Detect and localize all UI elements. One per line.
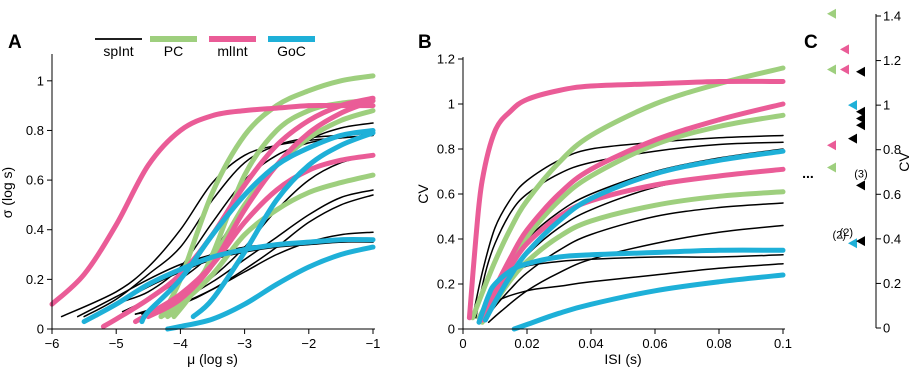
curve-pc xyxy=(470,65,786,321)
c-y-tick-label: 0 xyxy=(883,321,890,336)
y-axis-title: σ (log s) xyxy=(0,167,15,218)
y-tick-label: 1 xyxy=(37,73,44,88)
y-tick-label: 0 xyxy=(448,322,455,337)
marker-pc xyxy=(827,162,836,173)
x-axis-title: μ (log s) xyxy=(187,351,238,367)
legend-label-spint: spInt xyxy=(103,43,133,59)
curve-mlint xyxy=(133,152,376,325)
panel-a-axes: −6 −5 −4 −3 −2 −1 0 0.2 0.4 0.6 0.8 1 μ (log s) σ (lo… xyxy=(0,54,380,367)
x-tick-label: 0.04 xyxy=(578,336,603,351)
y-tick-label: 0.2 xyxy=(26,272,44,287)
legend-label-mlint: mlInt xyxy=(217,43,247,59)
c-y-tick-label: 1.4 xyxy=(883,9,901,24)
curve-goc xyxy=(139,128,376,325)
c-y-tick-label: 0.4 xyxy=(883,231,901,246)
curve-goc xyxy=(482,148,786,323)
x-tick-label: −1 xyxy=(366,336,381,351)
x-tick-label: −4 xyxy=(173,336,188,351)
marker-spint xyxy=(856,66,865,77)
x-tick-label: 0.06 xyxy=(642,336,667,351)
legend-label-pc: PC xyxy=(164,43,183,59)
marker-pc xyxy=(827,64,836,75)
marker-spint xyxy=(856,113,865,124)
marker-mlint xyxy=(840,64,849,75)
c-y-tick-label: 0.6 xyxy=(883,187,901,202)
x-tick-label: −3 xyxy=(237,336,252,351)
y-axis-title: CV xyxy=(415,184,431,204)
c-y-axis-title: CV xyxy=(896,152,912,172)
panel-letter-b: B xyxy=(418,32,432,53)
panel-c-axes: 0 0.2 0.4 0.6 0.8 1 1.2 1.4 CV... xyxy=(802,9,912,336)
curve-goc xyxy=(81,236,376,325)
x-tick-label: 0.1 xyxy=(774,336,792,351)
curve-goc xyxy=(511,272,786,332)
x-tick-label: 0.02 xyxy=(514,336,539,351)
marker-mlint xyxy=(840,44,849,55)
panel-letter-c: C xyxy=(804,32,818,53)
curve-mlint xyxy=(479,166,786,323)
curve-pc xyxy=(476,112,786,321)
curve-mlint xyxy=(466,78,786,321)
curve-spint xyxy=(484,202,784,321)
y-tick-label: 0.8 xyxy=(437,142,455,157)
c-y-tick-label: 0.8 xyxy=(883,142,901,157)
curve-spint xyxy=(487,224,784,324)
y-tick-label: 0.4 xyxy=(437,232,455,247)
x-tick-label: −5 xyxy=(109,336,124,351)
y-tick-label: 0 xyxy=(37,322,44,337)
panel-c-markers: (2) (3) (2) xyxy=(827,8,868,249)
y-tick-label: 0.6 xyxy=(26,173,44,188)
y-tick-label: 1 xyxy=(448,97,455,112)
x-tick-label: 0.08 xyxy=(706,336,731,351)
axis-break-mark: ... xyxy=(802,165,814,181)
panel-letter-a: A xyxy=(8,32,22,53)
marker-goc xyxy=(848,100,857,111)
x-tick-label: −6 xyxy=(45,336,60,351)
curve-mlint xyxy=(145,98,376,320)
curve-mlint xyxy=(100,95,376,329)
count-label-spint: (3) xyxy=(854,168,867,180)
panel-a: −6 −5 −4 −3 −2 −1 0 0.2 0.4 0.6 0.8 1 μ (log s) σ (lo… xyxy=(0,54,380,367)
count-label-goc: (2) xyxy=(833,229,846,241)
curve-goc xyxy=(165,244,376,332)
count-label-spint: (2) xyxy=(840,227,853,239)
marker-spint xyxy=(848,133,857,144)
panel-b-axes: 0 0.02 0.04 0.06 0.08 0.1 0 0.2 0.4 0.6 0.8 1 1.2 ISI… xyxy=(415,52,792,368)
curve-spint xyxy=(475,141,784,319)
y-tick-label: 0.8 xyxy=(26,123,44,138)
x-axis-title: ISI (s) xyxy=(604,351,641,367)
marker-spint xyxy=(856,180,865,191)
panel-b: 0 0.02 0.04 0.06 0.08 0.1 0 0.2 0.4 0.6 0.8 1 1.2 ISI… xyxy=(415,52,792,368)
legend: spInt PC mlInt GoC xyxy=(95,36,315,59)
legend-label-goc: GoC xyxy=(277,43,306,59)
marker-spint xyxy=(856,236,865,247)
curve-mlint xyxy=(49,102,376,307)
marker-spint xyxy=(856,106,865,117)
y-tick-label: 0.2 xyxy=(437,277,455,292)
y-tick-label: 1.2 xyxy=(437,52,455,67)
panel-a-curves xyxy=(49,73,376,332)
panel-b-curves xyxy=(466,65,786,332)
marker-mlint xyxy=(827,140,836,151)
y-tick-label: 0.4 xyxy=(26,222,44,237)
marker-pc xyxy=(827,8,836,19)
c-y-tick-label: 1 xyxy=(883,98,890,113)
curve-goc xyxy=(476,247,786,325)
curve-spint xyxy=(471,134,784,319)
c-y-tick-label: 1.2 xyxy=(883,53,901,68)
c-y-tick-label: 0.2 xyxy=(883,276,901,291)
marker-goc xyxy=(848,238,857,249)
panel-c: 0 0.2 0.4 0.6 0.8 1 1.2 1.4 CV... (2) (3) (2) xyxy=(802,9,912,336)
x-tick-label: −2 xyxy=(301,336,316,351)
x-tick-label: 0 xyxy=(459,336,466,351)
curve-goc xyxy=(190,130,376,320)
marker-spint xyxy=(856,120,865,131)
y-tick-label: 0.6 xyxy=(437,187,455,202)
